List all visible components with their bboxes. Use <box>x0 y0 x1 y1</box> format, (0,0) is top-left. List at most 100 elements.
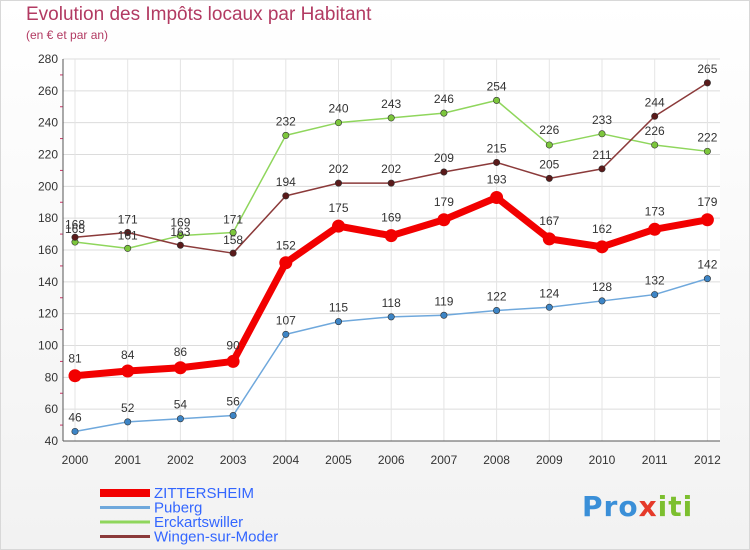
data-label: 233 <box>592 113 612 127</box>
data-point-puberg <box>545 303 553 311</box>
data-label: 202 <box>381 162 401 176</box>
data-label: 52 <box>121 401 135 415</box>
data-label: 162 <box>592 222 612 236</box>
x-tick-label: 2006 <box>378 453 405 467</box>
data-label: 211 <box>592 148 611 162</box>
data-point-puberg <box>124 418 132 426</box>
data-label: 128 <box>592 280 612 294</box>
data-label: 90 <box>226 338 240 352</box>
data-point-wingen-sur-moder <box>229 249 237 257</box>
data-point-erckartswiller <box>124 244 132 252</box>
data-label: 56 <box>226 395 240 409</box>
data-point-puberg <box>334 318 342 326</box>
data-point-wingen-sur-moder <box>598 165 606 173</box>
y-tick-label: 60 <box>45 402 59 416</box>
x-tick-label: 2003 <box>220 453 247 467</box>
data-point-puberg <box>493 306 501 314</box>
y-tick-label: 80 <box>45 370 59 384</box>
data-label: 167 <box>539 214 559 228</box>
data-point-puberg <box>176 415 184 423</box>
y-tick-label: 180 <box>38 211 58 225</box>
x-tick-label: 2012 <box>694 453 721 467</box>
data-label: 158 <box>223 233 243 247</box>
y-tick-label: 260 <box>38 84 58 98</box>
data-label: 122 <box>487 289 507 303</box>
data-label: 240 <box>328 102 348 116</box>
data-label: 232 <box>276 114 296 128</box>
data-label: 118 <box>382 296 401 310</box>
legend-label: Wingen-sur-Moder <box>154 529 278 546</box>
data-label: 246 <box>434 92 454 106</box>
x-tick-label: 2009 <box>536 453 563 467</box>
data-point-zittersheim <box>437 213 451 227</box>
data-point-wingen-sur-moder <box>545 174 553 182</box>
data-label: 244 <box>645 95 665 109</box>
logo-part-1: Pro <box>582 490 639 523</box>
data-point-puberg <box>282 330 290 338</box>
data-label: 163 <box>170 225 190 239</box>
x-tick-label: 2011 <box>642 453 668 467</box>
data-point-erckartswiller <box>598 130 606 138</box>
data-label: 81 <box>68 352 82 366</box>
data-point-puberg <box>387 313 395 321</box>
data-label: 86 <box>174 345 188 359</box>
data-point-erckartswiller <box>493 96 501 104</box>
chart-title: Evolution des Impôts locaux par Habitant <box>26 4 372 25</box>
data-label: 205 <box>539 157 559 171</box>
data-label: 124 <box>539 286 559 300</box>
data-point-zittersheim <box>279 256 293 270</box>
x-tick-label: 2010 <box>589 453 616 467</box>
data-point-puberg <box>598 297 606 305</box>
x-tick-label: 2000 <box>62 453 89 467</box>
legend-swatch <box>100 520 150 524</box>
data-label: 152 <box>276 239 296 253</box>
data-point-wingen-sur-moder <box>124 228 132 236</box>
y-tick-label: 100 <box>38 339 58 353</box>
data-point-wingen-sur-moder <box>387 179 395 187</box>
data-point-zittersheim <box>700 213 714 227</box>
legend-label: ZITTERSHEIM <box>154 485 254 502</box>
legend-label: Erckartswiller <box>154 514 243 531</box>
data-point-puberg <box>229 412 237 420</box>
y-tick-label: 160 <box>38 243 58 257</box>
data-point-puberg <box>440 311 448 319</box>
data-label: 254 <box>487 79 507 93</box>
y-tick-label: 40 <box>45 434 59 448</box>
data-point-zittersheim <box>121 364 135 378</box>
data-point-zittersheim <box>542 232 556 246</box>
data-label: 222 <box>697 130 717 144</box>
data-point-erckartswiller <box>651 141 659 149</box>
data-label: 194 <box>276 175 296 189</box>
x-tick-label: 2001 <box>114 453 141 467</box>
data-point-zittersheim <box>226 354 240 368</box>
data-label: 171 <box>223 212 243 226</box>
data-point-zittersheim <box>648 222 662 236</box>
data-label: 179 <box>697 195 717 209</box>
data-label: 169 <box>381 211 401 225</box>
data-label: 171 <box>118 212 138 226</box>
data-label: 107 <box>276 313 296 327</box>
y-tick-label: 240 <box>38 116 58 130</box>
data-label: 132 <box>645 274 665 288</box>
data-point-wingen-sur-moder <box>703 79 711 87</box>
y-tick-label: 120 <box>38 307 58 321</box>
y-tick-label: 220 <box>38 148 58 162</box>
data-point-zittersheim <box>384 229 398 243</box>
data-point-erckartswiller <box>334 119 342 127</box>
logo-part-2: x <box>638 490 658 523</box>
x-tick-label: 2002 <box>167 453 194 467</box>
data-point-puberg <box>703 275 711 283</box>
data-label: 119 <box>434 294 453 308</box>
data-label: 161 <box>118 228 138 242</box>
x-tick-label: 2008 <box>483 453 510 467</box>
data-label: 84 <box>121 348 135 362</box>
data-point-erckartswiller <box>176 232 184 240</box>
data-point-erckartswiller <box>545 141 553 149</box>
data-point-zittersheim <box>332 219 345 233</box>
data-point-wingen-sur-moder <box>493 158 501 166</box>
y-tick-label: 280 <box>38 52 58 66</box>
data-label: 243 <box>381 97 401 111</box>
data-point-zittersheim <box>595 240 609 254</box>
data-label: 193 <box>487 172 507 186</box>
